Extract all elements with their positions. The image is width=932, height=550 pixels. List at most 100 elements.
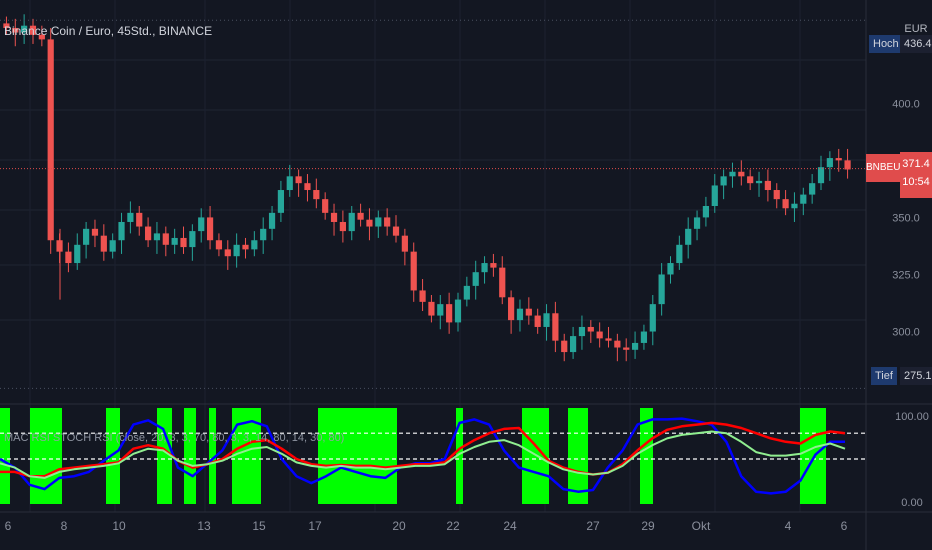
candle-body bbox=[605, 338, 612, 341]
candle-body bbox=[437, 304, 444, 316]
stoch-line-red bbox=[0, 421, 846, 478]
candle-body bbox=[384, 217, 391, 227]
candle-body bbox=[304, 183, 311, 191]
candle-body bbox=[516, 308, 524, 321]
time-tick-label: 10 bbox=[112, 519, 126, 533]
time-tick-label: 27 bbox=[586, 519, 600, 533]
candle-body bbox=[490, 263, 497, 268]
candle-body bbox=[339, 221, 346, 232]
candle-body bbox=[295, 176, 302, 184]
candle-body bbox=[481, 263, 488, 273]
candle-body bbox=[826, 158, 833, 168]
time-tick-label: 6 bbox=[841, 519, 848, 533]
candle-body bbox=[348, 212, 355, 232]
candle-body bbox=[330, 212, 338, 222]
time-tick-label: 15 bbox=[252, 519, 266, 533]
indicator-tick-label: 0.00 bbox=[901, 497, 922, 509]
candle-body bbox=[109, 240, 116, 252]
bar-countdown: 10:54 bbox=[902, 176, 930, 188]
high-value: 436.4 bbox=[900, 35, 932, 53]
candle-body bbox=[198, 217, 205, 232]
candle-body bbox=[215, 240, 223, 250]
signal-zone bbox=[568, 408, 588, 504]
candle-body bbox=[401, 235, 408, 252]
time-tick-label: 29 bbox=[641, 519, 655, 533]
signal-zone bbox=[30, 408, 62, 504]
candle-body bbox=[233, 244, 240, 257]
candle-body bbox=[623, 347, 630, 350]
candle-body bbox=[809, 183, 816, 195]
candlestick-series bbox=[3, 14, 851, 362]
candle-body bbox=[74, 244, 81, 264]
indicator-legend[interactable]: MAC RSI STOCH RSI (close, 20, 3, 3, 70, … bbox=[4, 432, 345, 444]
candle-body bbox=[773, 190, 780, 200]
candle-body bbox=[144, 226, 152, 241]
signal-zones bbox=[0, 408, 826, 504]
candle-body bbox=[153, 233, 161, 241]
candle-body bbox=[322, 199, 329, 213]
candle-body bbox=[392, 226, 400, 236]
candle-body bbox=[791, 203, 798, 209]
candle-body bbox=[463, 285, 470, 300]
price-tick-label: 400.0 bbox=[892, 98, 920, 110]
candle-body bbox=[614, 340, 621, 348]
time-tick-label: 20 bbox=[392, 519, 406, 533]
time-tick-label: 24 bbox=[503, 519, 517, 533]
candle-body bbox=[419, 290, 426, 302]
candle-body bbox=[543, 313, 550, 327]
symbol-price-label: BNBEUR bbox=[866, 154, 908, 182]
candle-body bbox=[65, 251, 72, 264]
current-price-tag: 371.4 10:54 bbox=[900, 152, 932, 198]
low-label: Tief bbox=[871, 367, 897, 385]
candle-body bbox=[578, 326, 586, 337]
current-price: 371.4 bbox=[902, 158, 930, 170]
candle-body bbox=[702, 206, 710, 218]
candle-body bbox=[260, 228, 267, 241]
candle-body bbox=[127, 212, 134, 222]
candle-body bbox=[472, 272, 479, 286]
time-tick-label: 8 bbox=[61, 519, 68, 533]
currency-badge: EUR bbox=[904, 23, 928, 35]
signal-zone bbox=[157, 408, 172, 504]
candle-body bbox=[375, 217, 382, 227]
candle-body bbox=[162, 233, 169, 245]
low-value: 275.1 bbox=[900, 367, 932, 385]
candle-body bbox=[251, 240, 258, 250]
candle-body bbox=[800, 194, 807, 204]
signal-zone bbox=[184, 408, 196, 504]
candle-body bbox=[21, 25, 28, 33]
candle-body bbox=[410, 251, 417, 291]
symbol-title: Binance Coin / Euro, 45Std., BINANCE bbox=[4, 24, 213, 38]
time-tick-label: 4 bbox=[785, 519, 792, 533]
candle-body bbox=[268, 212, 276, 229]
candle-body bbox=[534, 315, 541, 327]
price-tick-label: 350.0 bbox=[892, 212, 920, 224]
candle-body bbox=[685, 228, 692, 245]
candle-body bbox=[587, 326, 594, 332]
candle-body bbox=[454, 299, 462, 323]
candle-body bbox=[693, 217, 701, 229]
candle-body bbox=[12, 27, 19, 33]
candle-body bbox=[658, 274, 665, 305]
signal-zone bbox=[318, 408, 397, 504]
candle-body bbox=[738, 171, 745, 177]
candle-body bbox=[817, 167, 825, 184]
candle-body bbox=[91, 228, 99, 236]
time-axis[interactable]: 6 8 10 13 15 17 20 22 24 27 29 Okt 4 6 bbox=[5, 519, 848, 533]
candle-body bbox=[596, 331, 603, 339]
time-tick-label: 13 bbox=[197, 519, 211, 533]
candle-body bbox=[38, 34, 45, 40]
candle-body bbox=[277, 190, 285, 213]
candle-body bbox=[631, 342, 639, 350]
candle-body bbox=[640, 331, 648, 343]
time-tick-label: Okt bbox=[692, 519, 711, 533]
candle-body bbox=[428, 301, 435, 316]
signal-zone bbox=[106, 408, 120, 504]
candle-body bbox=[206, 217, 214, 241]
candle-body bbox=[844, 160, 851, 170]
candle-body bbox=[3, 23, 10, 28]
price-tick-label: 300.0 bbox=[892, 327, 920, 339]
candle-body bbox=[755, 180, 763, 184]
